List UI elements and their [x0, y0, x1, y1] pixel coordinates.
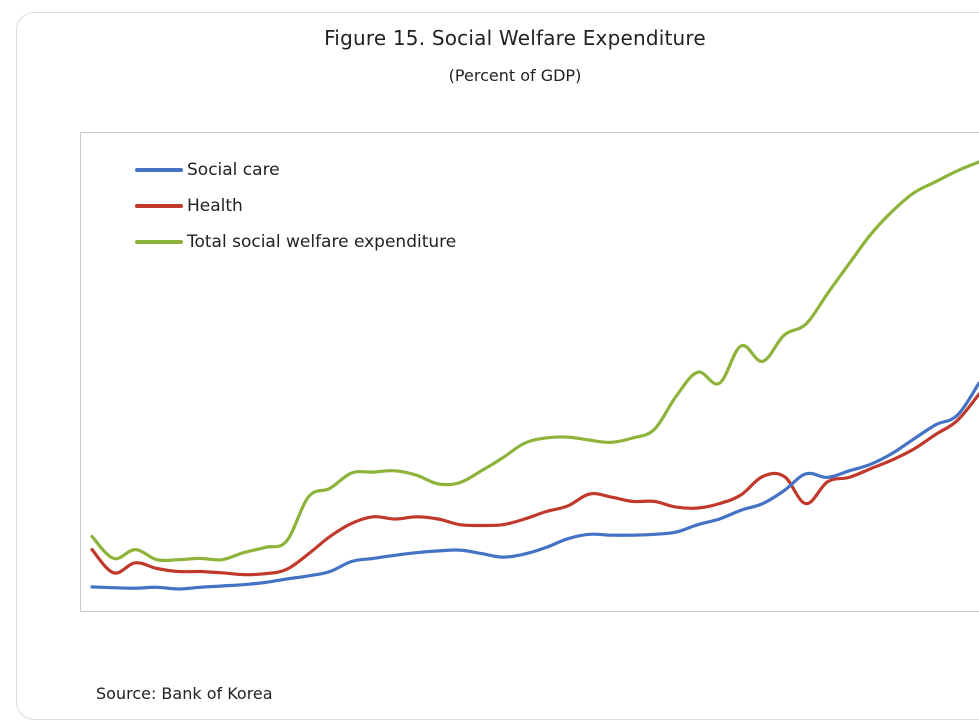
legend-label-total: Total social welfare expenditure [187, 232, 457, 252]
legend-item-health: Health [135, 188, 456, 224]
chart-title: Figure 15. Social Welfare Expenditure [324, 26, 706, 50]
legend-label-social-care: Social care [187, 160, 280, 180]
legend-swatch-health [135, 204, 183, 208]
legend-item-social-care: Social care [135, 152, 456, 188]
legend-label-health: Health [187, 196, 243, 216]
legend-swatch-total [135, 240, 183, 244]
legend-item-total: Total social welfare expenditure [135, 224, 456, 260]
legend-swatch-social-care [135, 168, 183, 172]
chart-subtitle: (Percent of GDP) [448, 66, 582, 85]
legend: Social care Health Total social welfare … [135, 152, 456, 260]
source-note: Source: Bank of Korea [96, 684, 273, 703]
